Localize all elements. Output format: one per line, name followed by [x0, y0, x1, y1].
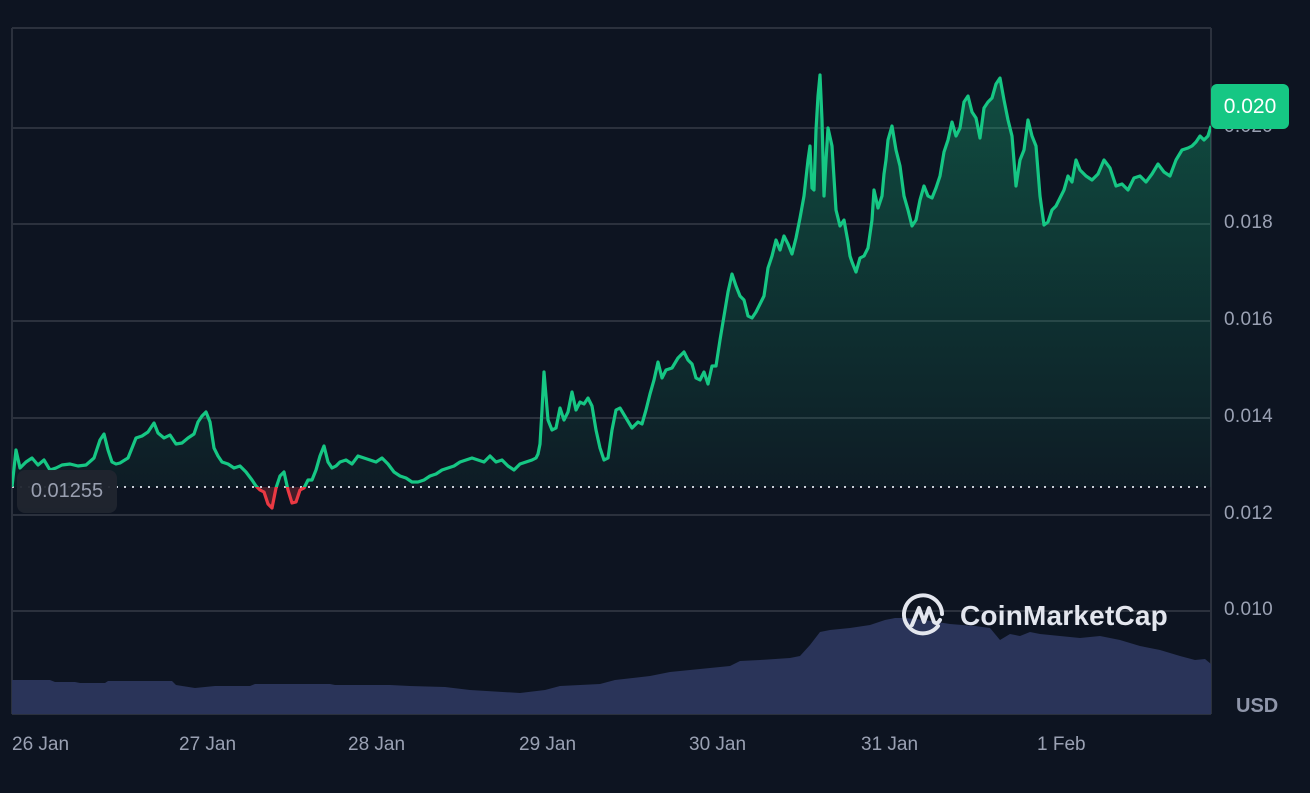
y-tick-label: 0.012 — [1224, 503, 1274, 524]
x-tick-label: 31 Jan — [861, 734, 919, 755]
y-tick-label: 0.016 — [1224, 309, 1274, 330]
currency-unit-label: USD — [1236, 695, 1279, 717]
x-tick-label: 26 Jan — [12, 734, 70, 755]
gridlines — [12, 127, 1211, 612]
x-tick-label: 27 Jan — [179, 734, 237, 755]
coinmarketcap-watermark: CoinMarketCap — [900, 592, 1168, 640]
volume-bars — [12, 618, 1211, 714]
price-line-up — [12, 73, 1211, 487]
y-tick-label: 0.018 — [1224, 212, 1274, 233]
baseline-price-badge: 0.01255 — [17, 470, 117, 513]
y-tick-label: 0.014 — [1224, 406, 1274, 427]
price-area-up — [12, 75, 1211, 487]
x-tick-label: 29 Jan — [519, 734, 577, 755]
current-price-badge: 0.020 — [1211, 84, 1289, 129]
x-tick-label: 1 Feb — [1037, 734, 1086, 755]
x-tick-label: 28 Jan — [348, 734, 406, 755]
coinmarketcap-logo-icon — [902, 593, 944, 636]
x-tick-label: 30 Jan — [689, 734, 747, 755]
y-tick-label: 0.010 — [1224, 599, 1274, 620]
watermark-text: CoinMarketCap — [960, 600, 1168, 631]
